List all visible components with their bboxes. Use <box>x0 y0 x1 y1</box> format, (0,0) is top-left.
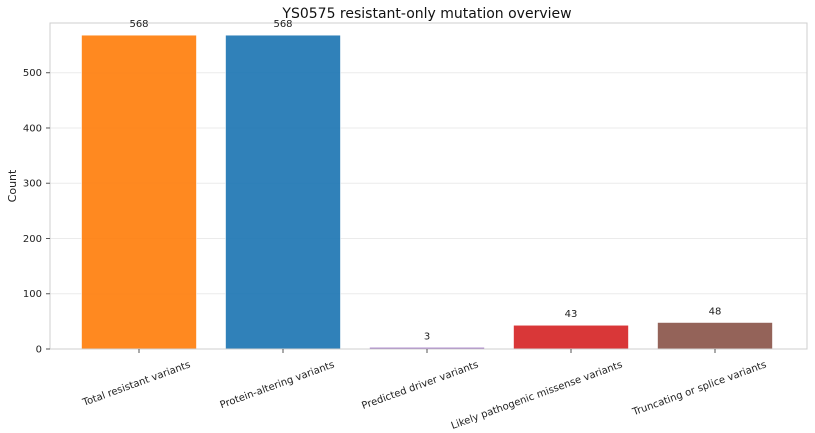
x-category-label: Truncating or splice variants <box>630 359 768 418</box>
bar-value-label: 3 <box>424 331 430 342</box>
x-category-label: Predicted driver variants <box>360 359 480 411</box>
x-category-label: Total resistant variants <box>80 359 192 409</box>
y-tick-label: 200 <box>23 234 42 245</box>
x-category-label: Protein-altering variants <box>219 359 336 411</box>
bars <box>81 34 773 350</box>
y-axis-label: Count <box>6 169 19 202</box>
bar-value-label: 568 <box>273 19 292 30</box>
plot-area-frame <box>49 22 808 350</box>
chart-title: YS0575 resistant-only mutation overview <box>281 6 571 22</box>
bar <box>81 34 197 350</box>
data-labels: 568 568 3 43 48 <box>129 19 721 342</box>
bar <box>225 34 341 350</box>
bar-value-label: 48 <box>709 306 722 317</box>
y-tick-label: 500 <box>23 68 42 79</box>
bar-value-label: 43 <box>565 309 578 320</box>
bar <box>657 322 773 350</box>
bar <box>513 324 629 350</box>
y-tick-label: 400 <box>23 123 42 134</box>
y-tick-label: 300 <box>23 179 42 190</box>
y-tick-label: 0 <box>36 345 42 356</box>
bar-value-label: 568 <box>129 19 148 30</box>
y-tick-label: 100 <box>23 289 42 300</box>
